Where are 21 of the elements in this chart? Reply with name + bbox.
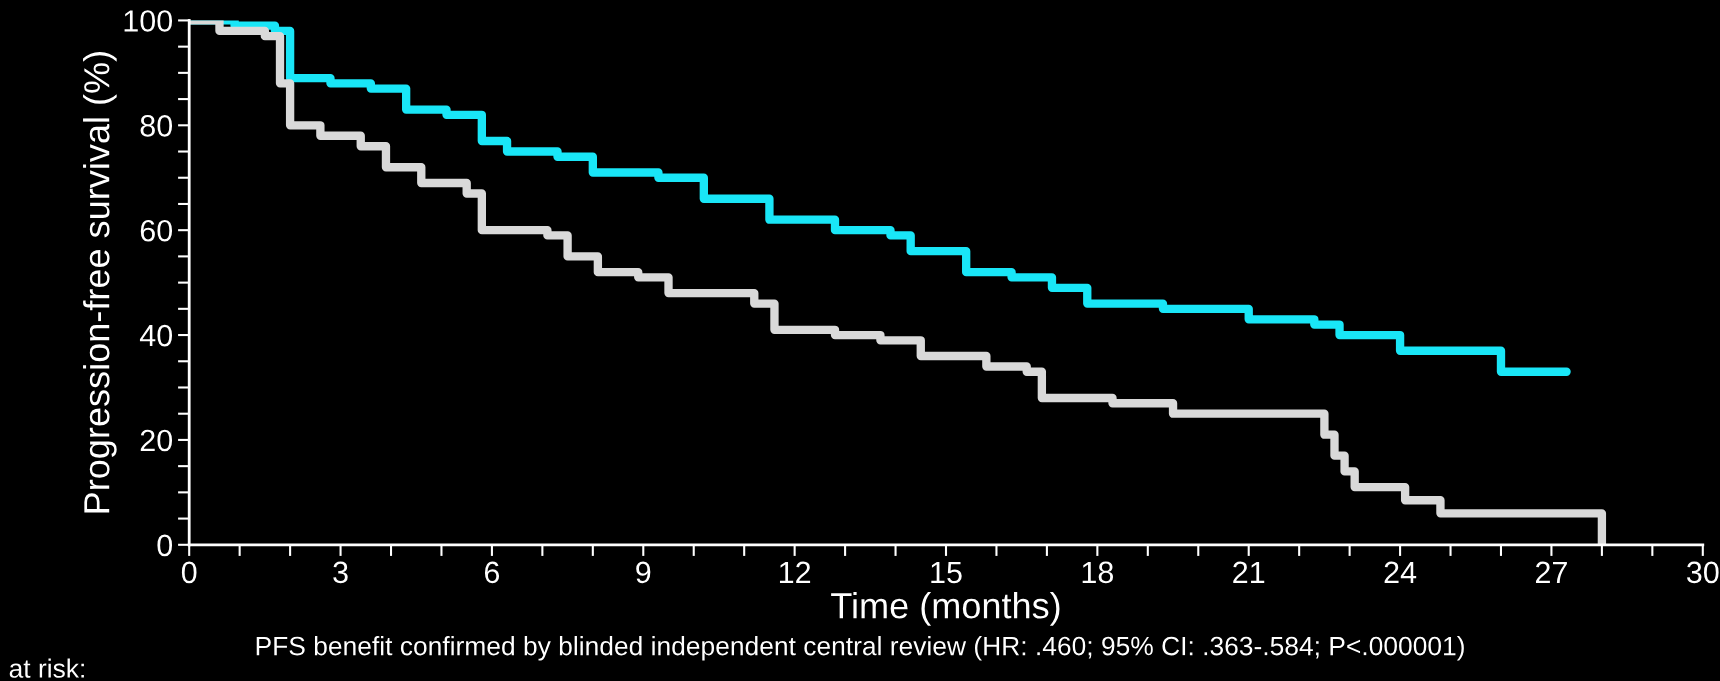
x-tick-label: 21	[1233, 561, 1265, 583]
y-tick-label: 100	[124, 10, 173, 32]
y-tick-label: 40	[139, 324, 173, 347]
x-tick-label: 18	[1082, 561, 1114, 584]
y-tick-label: 80	[140, 115, 173, 137]
text: at risk:	[9, 658, 84, 678]
x-tick-label: 9	[636, 561, 651, 584]
y-tick-label: 60	[140, 219, 173, 242]
x-tick-label: 15	[931, 561, 962, 584]
x-tick-label: 0	[181, 561, 197, 584]
y-tick-label: 0	[157, 534, 173, 557]
x-tick-label: 12	[779, 561, 811, 583]
y-axis-title: Progression-free survival (%)	[83, 52, 117, 513]
x-tick-label: 3	[333, 561, 348, 584]
x-axis-title: Time (months)	[831, 592, 1060, 626]
text: PFS benefit confirmed by blinded independent central review (HR: .460; 95% CI: .363-.584; P<.000001)	[256, 636, 1464, 661]
y-tick-label: 20	[140, 429, 173, 452]
x-tick-label: 24	[1384, 561, 1417, 583]
x-tick-label: 6	[484, 561, 500, 584]
x-tick-label: 27	[1535, 561, 1567, 583]
x-tick-label: 30	[1686, 561, 1719, 584]
